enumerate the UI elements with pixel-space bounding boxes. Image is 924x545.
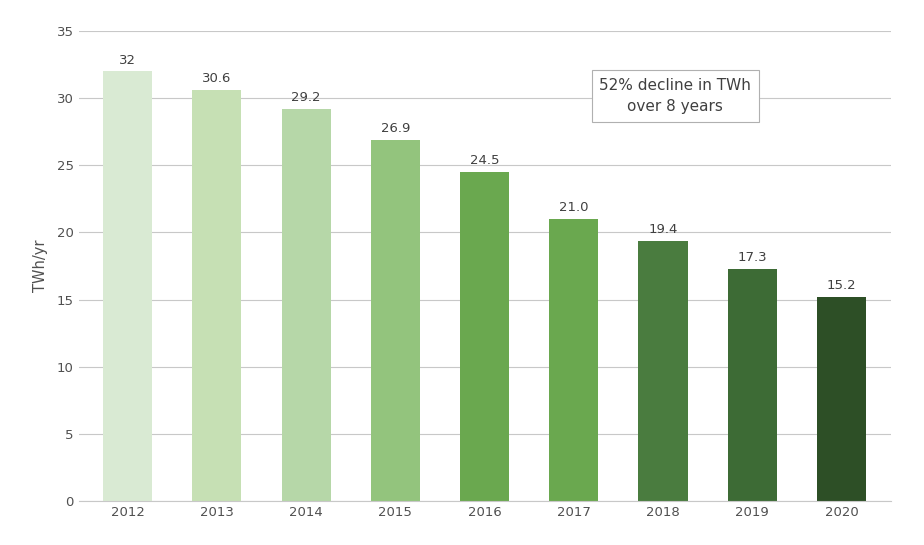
Bar — [192, 90, 241, 501]
Bar — [282, 109, 331, 501]
Text: 26.9: 26.9 — [381, 122, 410, 135]
Text: 15.2: 15.2 — [827, 279, 857, 292]
Bar — [460, 172, 509, 501]
Text: 30.6: 30.6 — [202, 72, 232, 86]
Bar — [638, 240, 687, 501]
Bar — [371, 140, 419, 501]
Text: 21.0: 21.0 — [559, 201, 589, 214]
Bar — [103, 71, 152, 501]
Bar — [728, 269, 777, 501]
Text: 29.2: 29.2 — [291, 91, 321, 104]
Text: 52% decline in TWh
over 8 years: 52% decline in TWh over 8 years — [600, 78, 751, 114]
Text: 17.3: 17.3 — [737, 251, 767, 264]
Y-axis label: TWh/yr: TWh/yr — [33, 240, 48, 292]
Bar — [817, 297, 866, 501]
Text: 32: 32 — [119, 53, 136, 66]
Bar — [549, 219, 599, 501]
Text: 19.4: 19.4 — [649, 223, 677, 236]
Text: 24.5: 24.5 — [469, 154, 499, 167]
